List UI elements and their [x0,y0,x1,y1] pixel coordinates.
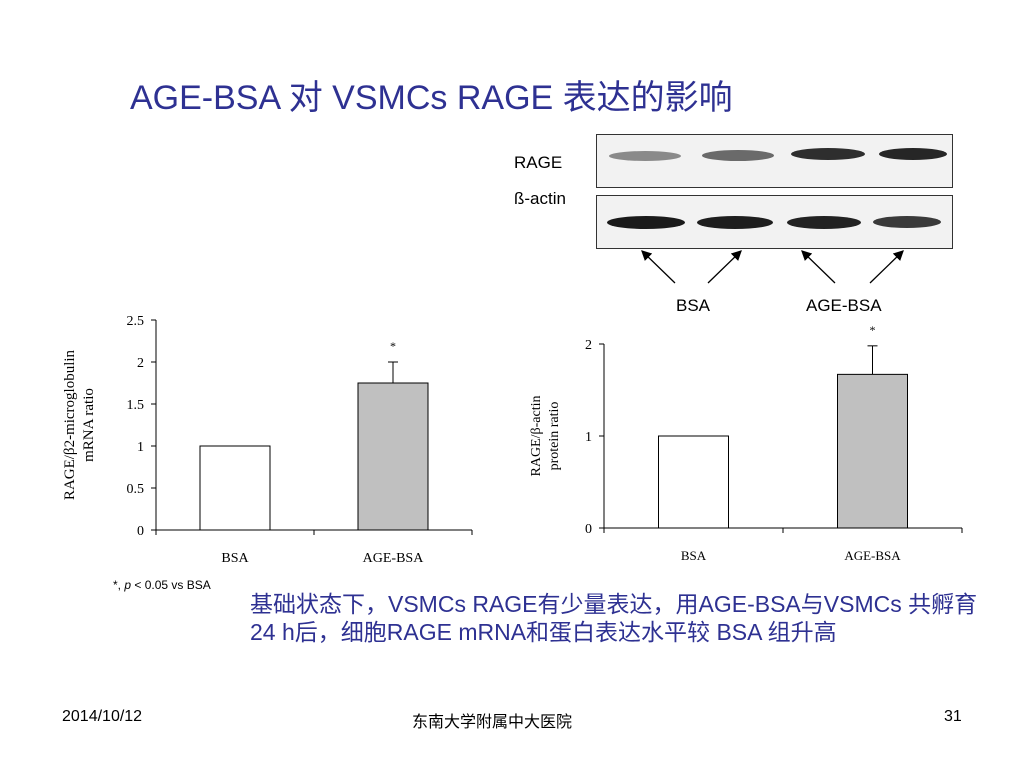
rage-blot-label: RAGE [514,153,563,172]
actin-blot-label: ß-actin [514,189,566,208]
arrow-icon [641,250,676,284]
rage-band [702,150,774,161]
y-tick-label: 2.5 [127,314,145,329]
actin-band [787,216,861,229]
bar [837,373,908,529]
footer-date: 2014/10/12 [62,708,143,725]
footer-institution: 东南大学附属中大医院 [412,712,573,731]
rage-band [609,151,681,161]
bar [199,445,271,531]
y-axis-label: RAGE/β2-microglobulin mRNA ratio [62,349,97,500]
actin-blot-image [596,195,953,249]
x-tick-label: AGE-BSA [363,551,425,566]
arrow-icon [707,250,742,284]
rage-blot-image [596,134,953,188]
rage-band [879,148,947,160]
y-tick-label: 2 [137,356,144,371]
significance-marker: * [390,339,396,353]
x-tick-label: BSA [221,551,249,566]
y-tick-label: 2 [585,338,592,353]
significance-marker: * [870,325,876,337]
lane-label-age-bsa: AGE-BSA [806,296,882,315]
x-tick-label: AGE-BSA [844,548,901,563]
y-tick-label: 0 [137,524,144,539]
significance-note: *, p < 0.05 vs BSA [113,578,211,592]
y-tick-label: 1.5 [127,398,145,413]
lane-label-bsa: BSA [676,296,711,315]
lane-arrows [641,250,904,284]
y-axis-label: RAGE/β-actin protein ratio [529,396,562,477]
y-tick-label: 1 [137,440,144,455]
slide-title: AGE-BSA 对 VSMCs RAGE 表达的影响 [130,79,733,117]
actin-band [873,216,941,228]
y-tick-label: 0 [585,522,592,537]
arrow-icon [869,250,904,284]
mrna-bar-chart: 0 0.5 1 1.5 2 2.5 BSA * AGE-BSA RAGE/β2-microglob… [62,314,473,566]
bar [658,435,729,529]
caption-text: 基础状态下，VSMCs RAGE有少量表达，用AGE-BSA与VSMCs 共孵育… [250,591,978,645]
y-tick-label: 0.5 [127,482,145,497]
y-tick-label: 1 [585,430,592,445]
bar [357,382,429,531]
actin-band [697,216,773,229]
footer-page-number: 31 [944,708,962,725]
arrow-icon [801,250,836,284]
x-tick-label: BSA [681,548,707,563]
rage-band [791,148,865,160]
actin-band [607,216,685,229]
protein-bar-chart: 0 1 2 BSA * AGE-BSA RAGE/β-actin protein ratio [529,325,963,563]
